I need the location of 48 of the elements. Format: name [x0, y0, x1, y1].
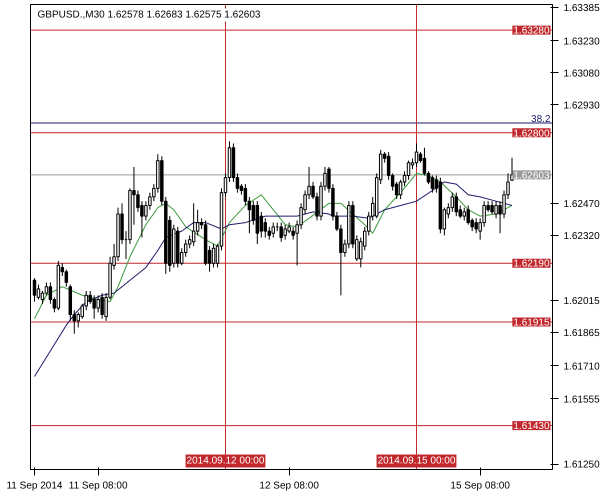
candlestick — [279, 222, 283, 242]
annotation: 38.2 — [531, 114, 551, 125]
y-tick-label: 1.63385 — [564, 3, 600, 14]
candlestick — [192, 202, 196, 247]
y-tick-label: 1.61865 — [564, 328, 600, 340]
y-tick-label: 1.62930 — [564, 100, 600, 112]
candlestick — [474, 218, 478, 234]
line-series — [34, 172, 512, 320]
candlestick — [212, 243, 216, 268]
x-tick-label: 2014.09.12 00:00 — [186, 456, 265, 466]
candlestick — [462, 207, 466, 221]
y-tick-label: 1.61710 — [564, 361, 600, 372]
x-tick-label: 12 Sep 08:00 — [259, 480, 320, 492]
ref-line-label: 1.62800 — [513, 128, 550, 140]
candlestick — [96, 294, 100, 313]
y-tick-label: 1.62320 — [564, 230, 600, 242]
ref-line-label: 1.61430 — [513, 421, 550, 432]
y-tick-label: 1.62470 — [564, 198, 600, 210]
candlestick — [92, 294, 96, 320]
y-tick-label: 1.61555 — [564, 394, 600, 406]
x-tick-label: 15 Sep 08:00 — [450, 480, 510, 492]
y-tick-label: 1.63230 — [564, 36, 600, 48]
candlestick — [283, 224, 287, 240]
candlestick — [264, 218, 268, 238]
line-series — [34, 181, 512, 377]
candlestick — [48, 282, 52, 304]
candlestick — [244, 184, 248, 206]
candlestick — [454, 192, 458, 217]
candlestick — [406, 160, 410, 180]
ref-line-label: 1.63280 — [513, 26, 550, 37]
y-tick-label: 1.62015 — [564, 296, 600, 308]
candlestick — [144, 200, 148, 221]
candlestick — [430, 175, 434, 194]
x-tick-label: 11 Sep 2014 — [6, 480, 63, 492]
ref-line-label: 1.62603 — [513, 170, 550, 182]
text: GBPUSD.,M30 1.62578 1.62683 1.62575 1.62603 — [38, 10, 261, 20]
ref-line-label: 1.61915 — [513, 317, 550, 328]
ref-line-label: 1.62190 — [513, 258, 550, 270]
y-tick-label: 1.63080 — [564, 68, 600, 80]
candlestick — [32, 278, 36, 302]
candlestick — [490, 200, 494, 215]
x-tick-label: 2014.09.15 00:00 — [378, 456, 456, 466]
candlestick — [272, 222, 275, 238]
candlestick — [100, 292, 104, 320]
x-tick-label: 11 Sep 08:00 — [68, 480, 128, 492]
y-tick-label: 1.61250 — [564, 460, 600, 471]
candlestick — [494, 200, 498, 219]
candlestick — [482, 200, 486, 228]
